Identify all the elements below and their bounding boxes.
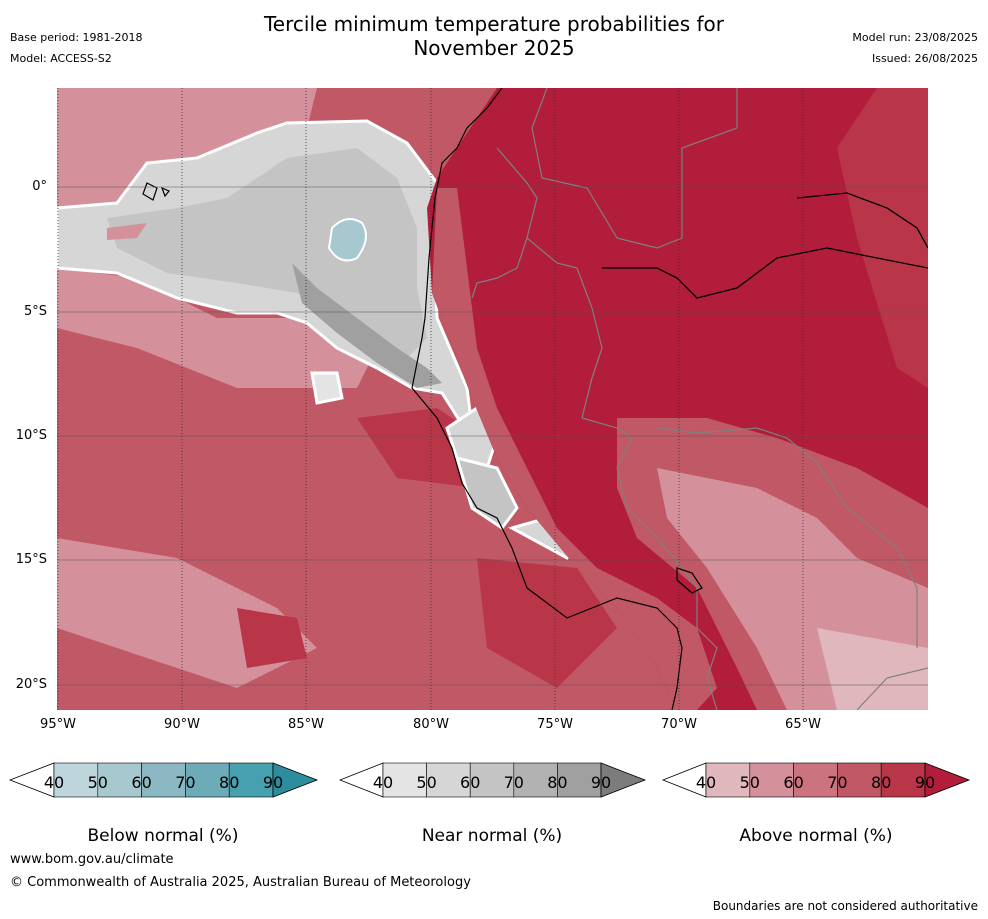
probability-map xyxy=(57,88,928,710)
galapagos-islet xyxy=(160,186,170,198)
colorbar-above-high-arrow xyxy=(924,762,971,798)
ocean-light-north xyxy=(57,88,317,218)
border-peru-brazil xyxy=(526,237,698,628)
lat-label-15s: 15°S xyxy=(15,552,47,567)
colorbar-above-tick: 90 xyxy=(914,773,936,792)
colorbar-near-segment xyxy=(426,762,471,798)
colorbar-near-tick: 60 xyxy=(460,773,481,792)
colorbar-below-tick: 60 xyxy=(131,773,152,792)
colorbar-below-tick: 80 xyxy=(219,773,240,792)
lon-label-65w: 65°W xyxy=(785,717,821,732)
border-paraguay xyxy=(856,667,928,710)
colorbar-above-segment xyxy=(880,762,926,798)
model-name: Model: ACCESS-S2 xyxy=(10,52,112,65)
ocean-inset-patch xyxy=(107,223,147,240)
colorbar-title-above: Above normal (%) xyxy=(739,826,893,846)
lat-label-5s: 5°S xyxy=(23,304,47,319)
border-ecuador xyxy=(471,147,538,299)
colorbar-near-tick: 70 xyxy=(503,773,524,792)
colorbar-below-tick: 40 xyxy=(43,773,65,792)
colorbar-below-segment xyxy=(185,762,230,798)
colorbar-below-high-arrow xyxy=(272,762,319,798)
colorbar-near-tick: 90 xyxy=(590,773,612,792)
ocean-light-mid xyxy=(57,268,377,388)
colorbar-below-tick: 70 xyxy=(175,773,196,792)
colorbar-below-segment xyxy=(97,762,142,798)
meta-left: Base period: 1981-2018 Model: ACCESS-S2 xyxy=(10,31,142,73)
ocean-dark-patch-3 xyxy=(237,608,307,668)
meta-right: Model run: 23/08/2025 Issued: 26/08/2025 xyxy=(852,31,978,73)
colorbar-above-tick: 80 xyxy=(871,773,892,792)
colorbar-above-segment xyxy=(705,762,751,798)
title-line-1: Tercile minimum temperature probabilitie… xyxy=(263,12,725,36)
lon-label-90w: 90°W xyxy=(164,717,200,732)
lat-label-10s: 10°S xyxy=(15,428,47,443)
map-svg xyxy=(57,88,928,710)
land-band-far-south xyxy=(817,628,928,710)
map-title: Tercile minimum temperature probabilitie… xyxy=(0,12,988,60)
colorbar-near-segment xyxy=(557,762,602,798)
galapagos-islands xyxy=(142,182,158,201)
lon-label-95w: 95°W xyxy=(40,717,76,732)
coastline xyxy=(411,88,683,710)
colorbar-above-tick: 50 xyxy=(739,773,760,792)
lon-label-80w: 80°W xyxy=(413,717,449,732)
lon-label-75w: 75°W xyxy=(537,717,573,732)
title-line-2: November 2025 xyxy=(413,36,575,60)
colorbar-above-normal xyxy=(661,762,971,798)
colorbar-below-segment xyxy=(228,762,274,798)
colorbar-below-tick: 90 xyxy=(262,773,284,792)
base-period: Base period: 1981-2018 xyxy=(10,31,143,44)
colorbar-above-tick: 40 xyxy=(695,773,717,792)
colorbar-near-tick: 40 xyxy=(372,773,394,792)
below-normal-patch xyxy=(327,218,367,262)
colorbar-below-segment xyxy=(53,762,99,798)
amazon-river xyxy=(602,247,928,299)
near-normal-inner xyxy=(107,148,427,358)
ocean-dark-patch-2 xyxy=(477,558,617,688)
border-colombia xyxy=(531,88,738,249)
colorbar-below-tick: 50 xyxy=(87,773,108,792)
lon-label-70w: 70°W xyxy=(661,717,697,732)
colorbar-near-high-arrow xyxy=(600,762,647,798)
colorbar-near-tick: 50 xyxy=(416,773,437,792)
colorbar-near-normal xyxy=(338,762,647,798)
colorbar-above-tick: 70 xyxy=(827,773,848,792)
model-run: Model run: 23/08/2025 xyxy=(852,31,978,44)
colorbar-title-below: Below normal (%) xyxy=(87,826,239,846)
border-chile xyxy=(696,627,718,710)
footer-copyright: © Commonwealth of Australia 2025, Austra… xyxy=(10,875,471,890)
colorbar-near-segment xyxy=(469,762,515,798)
near-normal-dark xyxy=(292,263,442,388)
colorbar-near-tick: 80 xyxy=(547,773,568,792)
lat-label-20s: 20°S xyxy=(15,677,47,692)
near-normal-coast-2 xyxy=(454,455,519,531)
colorbar-near-segment xyxy=(513,762,558,798)
land-band-east xyxy=(837,88,928,388)
colorbar-above-segment xyxy=(793,762,838,798)
colorbar-title-near: Near normal (%) xyxy=(421,826,563,846)
lake-titicaca xyxy=(676,567,703,594)
colorbar-above-segment xyxy=(837,762,882,798)
colorbar-below-segment xyxy=(141,762,186,798)
issued-date: Issued: 26/08/2025 xyxy=(871,52,978,65)
colorbars-svg xyxy=(8,762,971,798)
coastal-band xyxy=(432,188,717,710)
footer-url: www.bom.gov.au/climate xyxy=(10,852,174,867)
border-bolivia xyxy=(656,427,918,648)
footer-note: Boundaries are not considered authoritat… xyxy=(712,899,978,913)
lat-label-0: 0° xyxy=(32,179,47,194)
colorbar-below-normal xyxy=(8,762,319,798)
near-normal-islet xyxy=(310,371,344,405)
lon-label-85w: 85°W xyxy=(288,717,324,732)
colorbar-above-tick: 60 xyxy=(783,773,804,792)
negro-river xyxy=(796,192,928,249)
